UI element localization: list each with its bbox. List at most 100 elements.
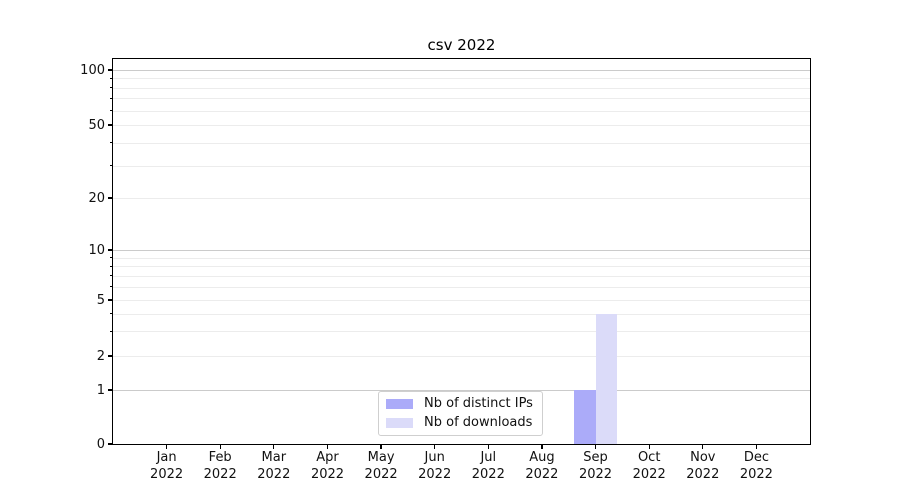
x-tick-label: Jan 2022 bbox=[136, 450, 198, 483]
x-tick-year: 2022 bbox=[150, 466, 184, 482]
y-tick bbox=[107, 249, 113, 251]
chart-title: csv 2022 bbox=[427, 36, 496, 54]
gridline-minor bbox=[113, 331, 810, 333]
x-tick bbox=[166, 444, 168, 449]
x-tick-month: Aug bbox=[529, 450, 555, 465]
legend-item-downloads: Nb of downloads bbox=[386, 415, 533, 430]
y-tick bbox=[107, 443, 113, 445]
y-tick bbox=[107, 389, 113, 391]
y-minor-tick bbox=[110, 355, 113, 357]
gridline-minor bbox=[113, 98, 810, 100]
legend-swatch-downloads bbox=[386, 417, 413, 428]
y-tick bbox=[107, 69, 113, 71]
x-tick bbox=[487, 444, 489, 449]
x-tick-year: 2022 bbox=[418, 466, 452, 482]
x-tick bbox=[541, 444, 543, 449]
x-tick-year: 2022 bbox=[257, 466, 291, 482]
gridline-minor bbox=[113, 125, 810, 126]
x-tick-month: Apr bbox=[316, 450, 339, 465]
gridline-minor bbox=[113, 300, 810, 301]
x-tick-year: 2022 bbox=[203, 466, 237, 482]
y-minor-tick bbox=[110, 330, 113, 332]
y-minor-tick bbox=[110, 286, 113, 288]
x-tick-year: 2022 bbox=[686, 466, 720, 482]
x-tick bbox=[326, 444, 329, 449]
x-tick-month: Sep bbox=[583, 450, 608, 465]
x-tick-label: Dec 2022 bbox=[725, 450, 787, 483]
x-tick-month: Oct bbox=[637, 450, 661, 465]
y-minor-tick bbox=[110, 257, 113, 259]
legend-item-distinct-ips: Nb of distinct IPs bbox=[386, 396, 533, 411]
y-minor-tick bbox=[110, 299, 113, 301]
x-tick-label: Aug 2022 bbox=[511, 450, 573, 483]
x-tick bbox=[219, 444, 221, 449]
y-tick-label: 100 bbox=[80, 62, 105, 78]
x-tick-label: Jul 2022 bbox=[457, 450, 519, 483]
x-tick bbox=[755, 444, 757, 449]
x-tick-month: May bbox=[367, 450, 395, 465]
gridline-minor bbox=[113, 286, 810, 288]
y-tick-label: 2 bbox=[96, 348, 105, 364]
x-tick-label: May 2022 bbox=[350, 450, 412, 483]
y-minor-tick bbox=[110, 77, 113, 79]
x-tick-label: Feb 2022 bbox=[189, 450, 251, 483]
y-minor-tick bbox=[110, 87, 113, 89]
y-minor-tick bbox=[110, 165, 113, 167]
x-tick-year: 2022 bbox=[525, 466, 559, 482]
x-tick bbox=[594, 444, 597, 449]
gridline-minor bbox=[113, 257, 810, 259]
plot-area-border bbox=[112, 58, 811, 445]
x-tick-month: Nov bbox=[690, 450, 716, 465]
y-minor-tick bbox=[110, 110, 113, 111]
y-tick-label: 20 bbox=[88, 190, 105, 206]
x-tick bbox=[702, 444, 704, 449]
gridline-minor bbox=[113, 356, 810, 357]
gridline-minor bbox=[113, 78, 810, 80]
x-tick-label: Mar 2022 bbox=[243, 450, 305, 483]
y-minor-tick bbox=[110, 124, 113, 126]
y-tick-label: 5 bbox=[96, 292, 105, 308]
y-minor-tick bbox=[110, 275, 113, 277]
x-tick-month: Feb bbox=[208, 450, 232, 465]
gridline-major bbox=[113, 70, 810, 71]
gridline-minor bbox=[113, 313, 810, 315]
gridline-major bbox=[113, 250, 810, 251]
x-tick-year: 2022 bbox=[739, 466, 773, 482]
x-tick bbox=[434, 444, 436, 449]
x-tick-month: Mar bbox=[261, 450, 287, 465]
x-tick-label: Nov 2022 bbox=[672, 450, 734, 483]
legend-swatch-distinct-ips bbox=[386, 398, 413, 409]
x-tick-label: Oct 2022 bbox=[618, 450, 680, 483]
x-tick-month: Dec bbox=[743, 450, 769, 465]
bar-nb-of-distinct-ips bbox=[574, 390, 596, 444]
x-tick-year: 2022 bbox=[364, 466, 398, 482]
gridline-minor bbox=[113, 142, 810, 144]
x-tick bbox=[648, 444, 650, 449]
gridline-major bbox=[113, 390, 810, 391]
x-tick-year: 2022 bbox=[632, 466, 666, 482]
y-minor-tick bbox=[110, 197, 113, 199]
y-tick-label: 50 bbox=[88, 117, 105, 133]
y-minor-tick bbox=[110, 265, 113, 267]
legend-label-distinct-ips: Nb of distinct IPs bbox=[424, 396, 533, 411]
bar-nb-of-downloads bbox=[595, 313, 617, 444]
legend: Nb of distinct IPs Nb of downloads bbox=[378, 391, 543, 436]
x-tick bbox=[273, 444, 275, 449]
y-minor-tick bbox=[110, 142, 113, 144]
y-tick-label: 1 bbox=[96, 382, 105, 398]
x-tick-month: Jul bbox=[480, 450, 497, 465]
x-tick-year: 2022 bbox=[471, 466, 505, 482]
y-tick-label: 0 bbox=[96, 436, 105, 452]
gridline-minor bbox=[113, 266, 810, 268]
x-tick-label: Sep 2022 bbox=[565, 450, 627, 483]
x-tick-year: 2022 bbox=[578, 466, 613, 482]
gridline-minor bbox=[113, 165, 810, 167]
gridline-minor bbox=[113, 198, 810, 199]
x-tick-label: Apr 2022 bbox=[297, 450, 359, 483]
x-tick bbox=[380, 444, 382, 449]
y-minor-tick bbox=[110, 97, 113, 99]
y-minor-tick bbox=[110, 313, 113, 315]
x-tick-label: Jun 2022 bbox=[404, 450, 466, 483]
x-tick-year: 2022 bbox=[310, 466, 345, 482]
